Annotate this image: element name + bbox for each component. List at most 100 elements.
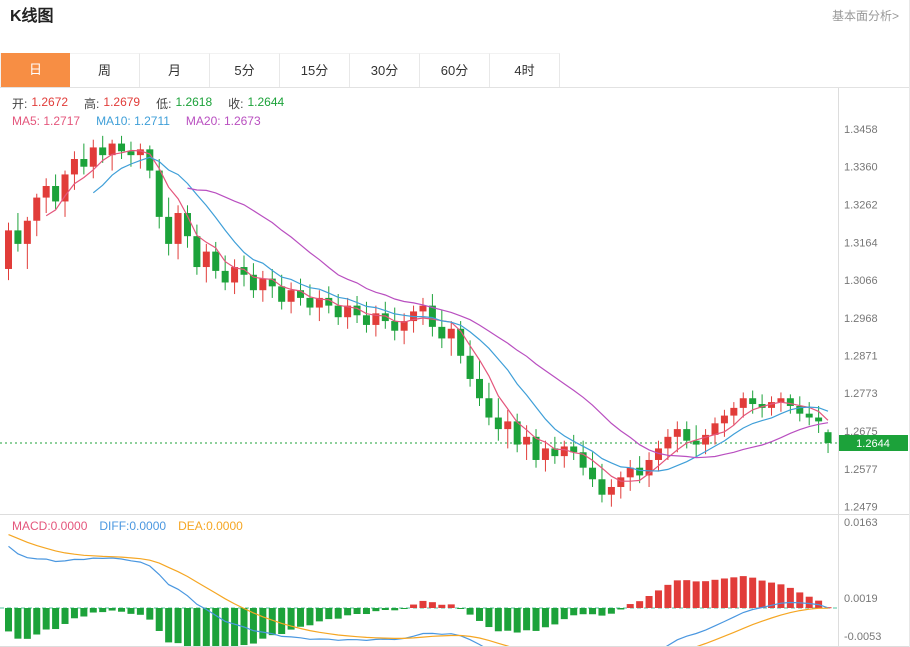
tab-month[interactable]: 月 xyxy=(140,53,210,87)
macd-histogram-bar xyxy=(165,608,173,643)
candle-body xyxy=(334,305,342,318)
macd-histogram-bar xyxy=(720,578,728,608)
candle-body xyxy=(739,398,747,408)
candle-body xyxy=(598,479,606,495)
candle-body xyxy=(494,417,502,430)
candle-body xyxy=(52,186,60,202)
macd-histogram-bar xyxy=(14,608,22,639)
fundamental-analysis-link[interactable]: 基本面分析> xyxy=(831,9,899,23)
macd-histogram-bar xyxy=(33,608,41,635)
candle-body xyxy=(815,417,823,422)
macd-histogram-bar xyxy=(786,587,794,608)
macd-histogram-bar xyxy=(193,608,201,646)
candle-body xyxy=(730,407,738,416)
candle-body xyxy=(278,286,286,302)
candle-body xyxy=(796,405,804,414)
macd-histogram-bar xyxy=(796,592,804,608)
candle-body xyxy=(617,477,625,487)
macd-histogram-bar xyxy=(278,608,286,635)
macd-histogram-bar xyxy=(523,608,531,631)
macd-histogram-bar xyxy=(438,604,446,608)
macd-axis-label: 0.0163 xyxy=(844,517,878,529)
tab-week[interactable]: 周 xyxy=(70,53,140,87)
candle-body xyxy=(758,404,766,408)
topbar: K线图 基本面分析> xyxy=(0,0,909,32)
candle-body xyxy=(428,305,436,327)
price-axis-label: 1.2773 xyxy=(844,388,878,400)
candle-body xyxy=(457,328,465,356)
macd-histogram-bar xyxy=(334,608,342,619)
macd-histogram-bar xyxy=(617,608,625,610)
macd-histogram-bar xyxy=(146,608,154,620)
candle-body xyxy=(476,378,483,399)
macd-histogram-bar xyxy=(344,608,352,616)
candle-body xyxy=(344,305,352,318)
ma10-line xyxy=(92,156,829,472)
macd-axis-label: 0.0019 xyxy=(844,593,878,605)
candle-body xyxy=(325,297,333,306)
macd-histogram-bar xyxy=(824,607,832,609)
kline-chart-canvas[interactable]: 1.3458 1.3360 1.3262 1.3164 1.3066 1.2968 1.28… xyxy=(0,88,910,646)
candle-body xyxy=(146,149,154,171)
candle-body xyxy=(362,315,370,325)
candle-body xyxy=(560,446,568,457)
macd-histogram-bar xyxy=(607,608,615,614)
macd-histogram-bar xyxy=(315,608,323,622)
macd-histogram-bar xyxy=(155,608,163,631)
ma20-line xyxy=(187,187,829,459)
price-axis-label: 1.3458 xyxy=(844,124,878,136)
candle-body xyxy=(673,429,681,437)
tab-5min[interactable]: 5分 xyxy=(210,53,280,87)
candle-body xyxy=(14,230,22,244)
tab-day[interactable]: 日 xyxy=(0,53,70,87)
macd-histogram-bar xyxy=(777,584,785,608)
candle-body xyxy=(249,274,257,291)
price-axis-label: 1.2479 xyxy=(844,502,878,514)
tab-60min[interactable]: 60分 xyxy=(420,53,490,87)
candle-body xyxy=(447,328,455,339)
price-axis-label: 1.3164 xyxy=(844,237,878,249)
candle-body xyxy=(532,436,540,460)
tab-15min[interactable]: 15分 xyxy=(280,53,350,87)
candle-body xyxy=(683,429,691,441)
macd-histogram-bar xyxy=(372,608,380,612)
macd-histogram-bar xyxy=(325,608,333,620)
tab-30min[interactable]: 30分 xyxy=(350,53,420,87)
macd-histogram-bar xyxy=(683,580,691,608)
macd-histogram-bar xyxy=(664,584,672,608)
candle-body xyxy=(400,321,408,331)
candle-body xyxy=(259,278,267,291)
tab-4hour[interactable]: 4时 xyxy=(490,53,560,87)
macd-histogram-bar xyxy=(560,608,568,620)
price-axis-label: 1.3262 xyxy=(844,200,878,212)
macd-histogram-bar xyxy=(61,608,69,624)
candle-body xyxy=(570,446,578,453)
candle-body xyxy=(80,159,88,167)
current-price-badge-text: 1.2644 xyxy=(856,438,890,450)
macd-histogram-bar xyxy=(118,608,126,612)
candle-body xyxy=(183,213,191,237)
macd-histogram-bar xyxy=(249,608,257,644)
macd-histogram-bar xyxy=(702,581,710,608)
candle-body xyxy=(579,452,587,468)
candle-body xyxy=(777,398,785,403)
candle-body xyxy=(645,459,653,476)
candle-body xyxy=(438,326,446,339)
macd-histogram-bar xyxy=(551,608,559,625)
candle-body xyxy=(193,236,201,268)
macd-histogram-bar xyxy=(768,582,776,608)
candle-body xyxy=(664,436,672,449)
chart-area: 1.3458 1.3360 1.3262 1.3164 1.3066 1.2968 1.28… xyxy=(0,88,910,647)
candle-body xyxy=(240,267,248,275)
macd-histogram-bar xyxy=(212,608,220,646)
candle-body xyxy=(523,436,531,445)
macd-histogram-bar xyxy=(749,577,757,608)
candle-body xyxy=(551,448,559,457)
macd-histogram-bar xyxy=(805,596,813,608)
macd-histogram-bar xyxy=(306,608,314,626)
candle-body xyxy=(381,313,389,322)
candle-body xyxy=(702,434,710,445)
candle-body xyxy=(61,174,69,202)
macd-histogram-bar xyxy=(127,608,135,614)
candle-body xyxy=(824,432,832,443)
